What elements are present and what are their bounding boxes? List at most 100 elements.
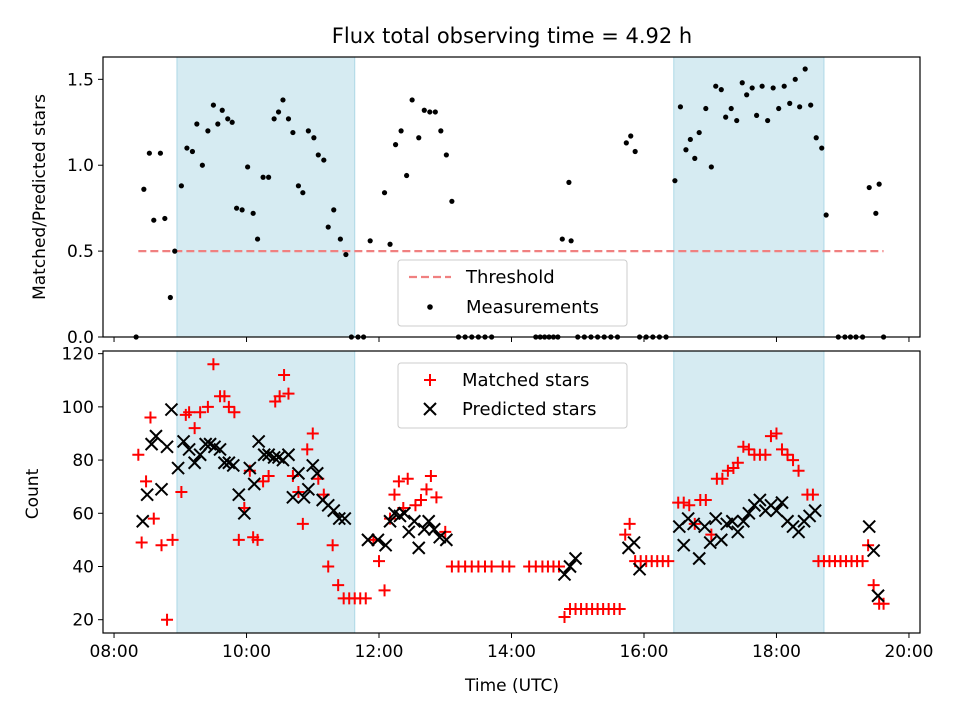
bottom-series-0-point-67 [503,560,516,573]
bottom-series-0-point-131 [877,597,890,610]
top-series-0-point-17 [225,116,231,122]
top-series-0-point-97 [718,87,724,93]
top-series-0-point-113 [802,66,808,72]
top-series-0-point-33 [305,128,311,134]
bottom-series-1-point-26 [267,450,281,465]
top-series-0-point-53 [427,109,433,115]
bottom-series-0-point-127 [856,555,869,568]
top-series-0-point-6 [167,294,173,301]
bottom-series-0-point-28 [278,368,291,381]
bottom-series-0-point-102 [716,472,729,485]
top-series-0-point-30 [290,129,296,136]
bottom-series-1-point-10 [187,456,202,470]
bottom-series-1-point-11 [193,448,207,462]
bottom-series-1-point-52 [421,514,436,528]
top-series-0-point-19 [233,205,240,211]
bottom-x-tick-label-4: 16:00 [619,642,668,662]
bottom-series-1-point-67 [698,519,712,534]
top-series-0-point-71 [566,179,572,185]
bottom-series-0-point-27 [273,390,286,403]
bottom-series-1-point-18 [226,458,240,473]
bottom-series-1-point-72 [725,514,740,528]
bottom-series-1-point-53 [427,522,441,536]
top-y-tick-label-3: 1.5 [67,70,94,90]
bottom-series-1-point-40 [338,511,352,526]
bottom-series-1-point-39 [332,511,346,526]
bottom-series-0-point-114 [781,448,794,461]
top-series-0-point-51 [416,135,422,141]
top-series-0-point-106 [765,117,771,124]
bottom-series-1-point-22 [247,477,261,491]
bottom-series-1-point-84 [791,525,806,539]
bottom-series-0-point-3 [144,411,157,424]
bottom-series-0-point-65 [485,560,498,573]
top-series-0-point-4 [157,150,164,156]
bottom-series-1-point-7 [171,461,185,475]
bottom-y-tick-label-3: 80 [72,451,94,471]
top-series-0-point-21 [245,164,251,170]
top-y-tick-label-0: 0.0 [67,328,94,348]
bottom-series-1-point-63 [677,538,691,552]
bottom-y-tick-label-4: 100 [62,398,94,418]
measurements-legend-label: Measurements [466,297,599,318]
bottom-series-1-point-4 [154,482,169,497]
bottom-series-0-point-118 [806,488,819,501]
predicted-legend-swatch [423,402,437,416]
bottom-y-tick-label-0: 20 [72,611,94,631]
matched-legend-label: Matched stars [462,370,589,391]
bottom-series-0-point-107 [742,443,755,456]
bottom-series-1-point-15 [213,442,227,457]
top-series-0-point-40 [343,251,349,258]
bottom-series-0-point-99 [699,493,712,506]
bottom-x-tick-label-5: 18:00 [752,642,801,662]
top-series-0-point-82 [632,148,638,155]
bottom-series-1-point-20 [237,506,252,520]
bottom-series-1-point-57 [563,559,577,574]
top-series-0-point-100 [734,117,740,124]
top-y-axis-label: Matched/Predicted stars [30,94,50,300]
bottom-series-1-point-69 [709,511,723,526]
top-series-0-point-123 [866,184,872,191]
top-series-0-point-72 [568,238,574,244]
bottom-series-1-point-55 [439,533,454,547]
bottom-series-1-point-60 [627,535,641,550]
top-legend: Threshold Measurements [397,259,628,327]
top-series-0-point-117 [823,212,829,218]
bottom-series-0-point-16 [218,390,231,403]
bottom-x-tick-label-2: 12:00 [355,642,404,662]
bottom-series-0-point-54 [414,493,427,506]
bottom-series-1-point-61 [632,562,647,576]
bottom-series-1-point-42 [371,533,385,547]
bottom-series-0-point-7 [166,533,179,546]
bottom-series-1-point-87 [808,503,822,518]
bottom-series-1-point-5 [160,440,174,454]
bottom-series-0-point-32 [296,517,309,530]
bottom-series-0-point-56 [424,470,437,483]
bottom-series-1-point-32 [297,490,311,505]
top-series-0-point-90 [683,147,689,153]
top-series-0-point-29 [285,116,292,122]
bottom-series-1-point-34 [306,458,320,473]
top-series-0-point-50 [409,97,415,103]
top-series-0-point-1 [141,186,147,192]
top-series-0-point-47 [392,142,399,148]
bottom-series-1-point-31 [291,466,306,481]
bottom-series-1-point-49 [407,514,422,528]
bottom-series-0-point-14 [207,358,220,371]
top-series-0-point-26 [271,116,277,122]
threshold-legend-label: Threshold [465,267,555,288]
top-series-0-point-80 [623,140,629,146]
bottom-series-0-point-34 [306,427,319,440]
top-series-0-point-124 [873,210,879,216]
bottom-series-1-point-29 [281,448,296,462]
bottom-series-0-point-105 [731,456,744,469]
top-series-0-point-16 [219,107,225,113]
bottom-series-0-point-13 [201,400,214,413]
bottom-series-1-point-21 [243,461,257,475]
top-series-0-point-112 [797,104,803,110]
top-series-0-point-27 [275,109,282,115]
matched-legend-swatch [424,374,436,386]
bottom-series-0-point-129 [867,579,880,592]
bottom-series-0-point-39 [332,579,345,592]
